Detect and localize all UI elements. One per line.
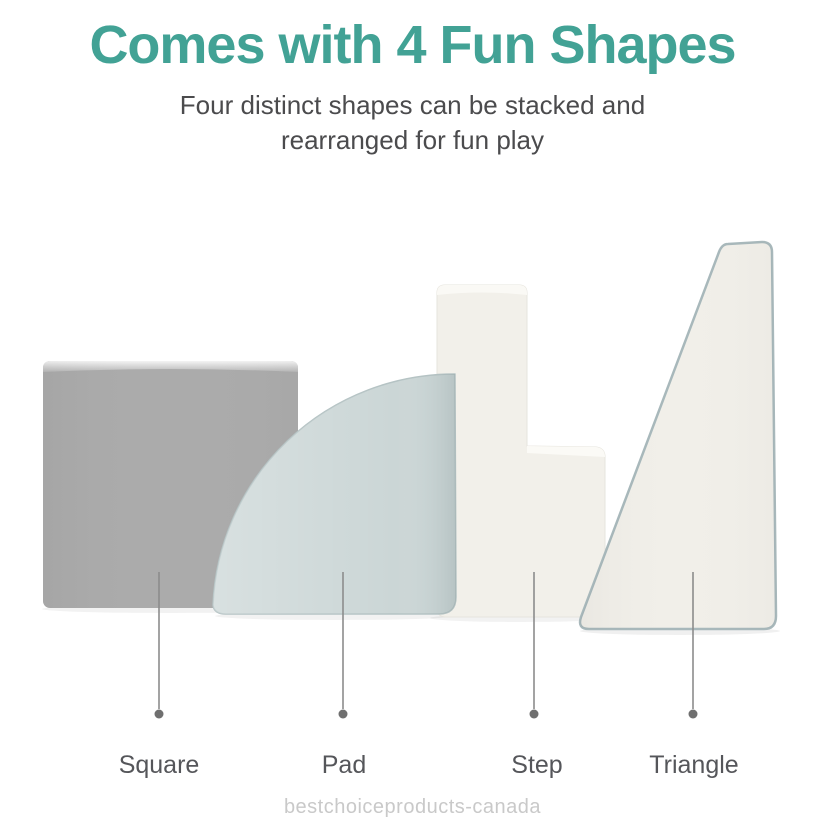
- triangle-label: Triangle: [649, 751, 739, 779]
- step-top-bevel: [437, 285, 527, 295]
- triangle-shading: [580, 242, 776, 629]
- square-pointer-dot: [154, 709, 164, 719]
- watermark: bestchoiceproducts-canada: [283, 796, 542, 818]
- page-title: Comes with 4 Fun Shapes: [89, 15, 736, 75]
- step-shape: [436, 284, 606, 618]
- pad-pointer-dot: [338, 709, 348, 719]
- subtitle-line-2: rearranged for fun play: [280, 125, 545, 155]
- pad-label: Pad: [321, 751, 367, 779]
- triangle-shape: [578, 240, 778, 631]
- step-ledge-top: [527, 446, 605, 457]
- page-subtitle: Four distinct shapes can be stacked and …: [0, 88, 825, 158]
- triangle-pointer-dot: [688, 709, 698, 719]
- square-label: Square: [118, 751, 200, 779]
- callouts: [154, 572, 698, 719]
- step-label: Step: [511, 751, 563, 779]
- pad-shape: [212, 373, 457, 615]
- pad-shading: [213, 373, 456, 614]
- subtitle-line-1: Four distinct shapes can be stacked and: [179, 90, 646, 120]
- step-pointer-dot: [529, 709, 539, 719]
